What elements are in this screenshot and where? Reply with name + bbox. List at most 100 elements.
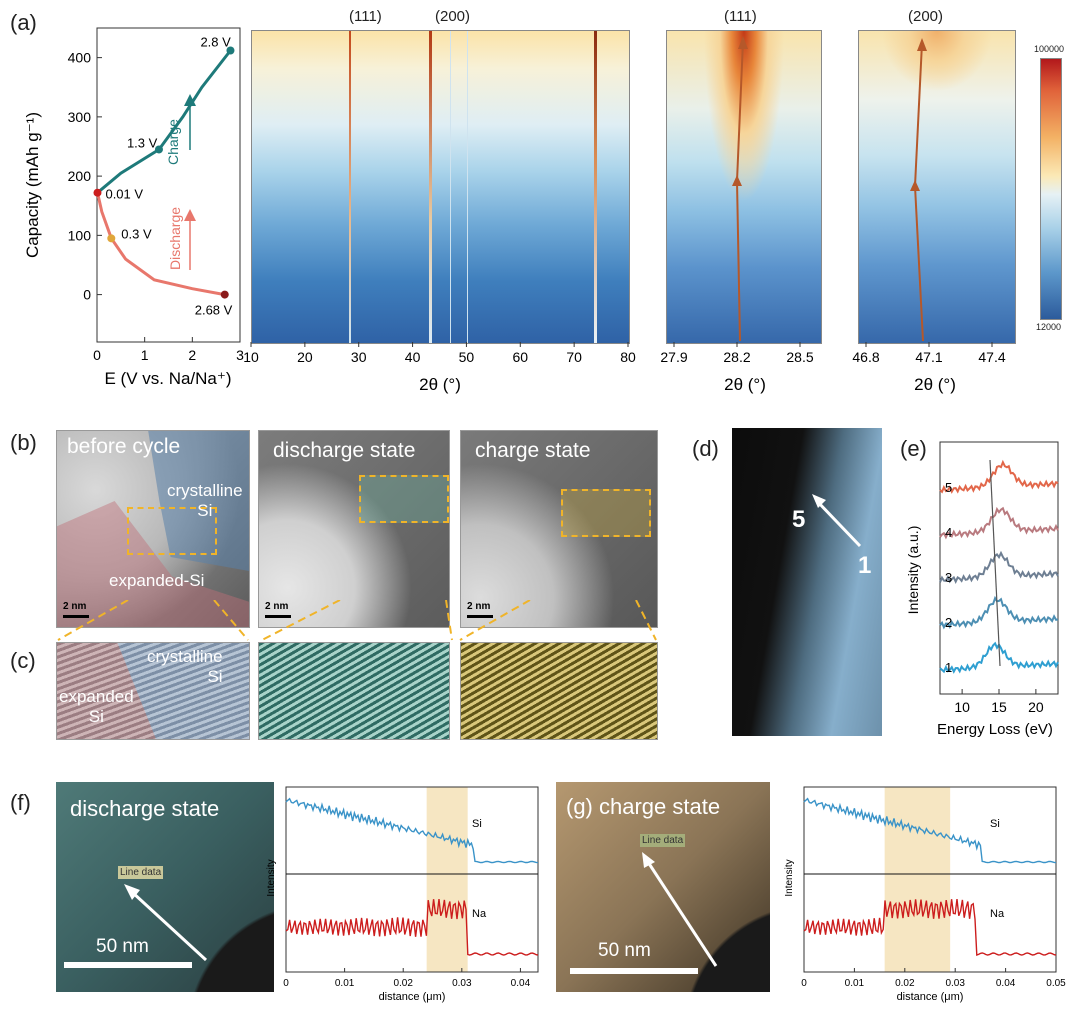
plot-frame [96,27,241,343]
zoom-title-200: (200) [908,8,944,25]
linescan-charge-chart: Si Na 0 0.01 0.02 0.03 0.04 0.05 distance (μm) In… [784,786,1066,1003]
scan-end-label: 1 [858,552,872,579]
tick-label: 0.05 [1046,978,1066,989]
y-tick-label: 100 [68,227,92,243]
hrtem-discharge: discharge state 2 nm [258,430,450,628]
scan-start-label: 5 [792,506,806,533]
linescan-discharge-chart: Si Na 0 0.01 0.02 0.03 0.04 distance (μm) Intens… [266,786,539,1003]
tick-label: 70 [566,349,582,365]
y-axis-label: Intensity [266,859,277,896]
capacity-marker-label: 0.3 V [121,226,152,241]
y-axis-label: Intensity [784,859,795,896]
tick-label: 0.04 [996,978,1016,989]
fft-discharge [258,642,450,740]
zoom-200-x-label: 2θ (°) [914,375,956,394]
na-profile [285,899,539,956]
highlight-region [426,787,468,972]
eels-series-label: 5 [945,480,952,495]
eels-series-label: 2 [945,615,952,630]
eels-spectrum [939,459,1059,494]
peak-line-200 [429,31,432,343]
tick-label: 0 [283,978,289,989]
eels-spectrum [939,595,1059,630]
x-tick-label: 1 [141,347,149,363]
discharge-state-title: discharge state [273,439,416,462]
discharge-curve [96,192,225,297]
before-cycle-title: before cycle [67,435,181,458]
tick-label: 28.2 [723,349,750,365]
x-axis-label: distance (μm) [897,991,964,1003]
scale-bar-b2: 2 nm [265,601,289,612]
tick-label: 15 [991,699,1007,715]
xrd-zoom-200-heatmap [858,30,1016,344]
capacity-marker [93,188,102,197]
capacity-marker-label: 0.01 V [105,187,143,202]
eels-y-label: Intensity (a.u.) [905,526,921,615]
si-label: Si [990,818,1000,830]
capacity-marker [154,145,163,154]
scale-bar-g: 50 nm [598,940,651,961]
haadf-image: 5 1 [732,428,882,736]
eels-x-label: Energy Loss (eV) [937,721,1053,738]
peak-line-74 [594,31,597,343]
tick-label: 0.03 [452,978,472,989]
xrd-zoom-111-heatmap [666,30,822,344]
discharge-annotation: Discharge [167,207,183,270]
capacity-voltage-chart: 0 1 2 3 0 100 200 300 400 2.8 V 1.3 V 0.01 V 0.3 V 2… [23,27,244,388]
capacity-marker-label: 1.3 V [127,135,158,150]
eels-spectrum [939,550,1059,584]
eels-chart: 5 4 3 2 1 10 15 20 Intensity (a.u.) Energy Los… [905,441,1059,738]
peak-line-111 [349,31,351,343]
zoom-title-111: (111) [724,8,757,25]
si-profile [803,797,1057,864]
tick-label: 0 [801,978,807,989]
colorbar-min: 12000 [1036,322,1062,332]
fft-crystalline-label: crystalline Si [147,647,223,686]
capacity-marker [107,234,116,243]
tick-label: 30 [351,349,367,365]
peak-label-200: (200) [435,8,471,25]
peak-label-111: (111) [349,8,382,25]
tick-label: 0.01 [845,978,865,989]
charge-state-title: charge state [475,439,591,462]
tick-label: 80 [620,349,636,365]
capacity-marker-label: 2.8 V [200,35,231,50]
hrtem-charge: charge state 2 nm [460,430,658,628]
y-tick-label: 300 [68,109,92,125]
panel-label-b: (b) [10,430,37,455]
x-tick-label: 3 [236,347,244,363]
tick-label: 20 [1028,699,1044,715]
fft-before: expanded Si crystalline Si [56,642,250,740]
tick-label: 20 [297,349,313,365]
xrd-x-axis: 10 20 30 40 50 60 70 80 2θ (°) [243,342,636,394]
zoom-111-x-label: 2θ (°) [724,375,766,394]
panel-label-e: (e) [900,436,927,461]
na-profile [803,899,1057,956]
xrd-x-label: 2θ (°) [419,375,461,394]
na-label: Na [990,908,1005,920]
stem-discharge-title: discharge state [70,796,220,821]
hrtem-before-cycle: before cycle crystalline Si expanded-Si … [56,430,250,628]
crystalline-si-label: crystalline Si [167,481,243,520]
eels-series-label: 4 [945,525,952,540]
fft-expanded-label: expanded Si [59,687,134,726]
tick-label: 46.8 [852,349,879,365]
x-axis-label: E (V vs. Na/Na⁺) [104,369,231,388]
capacity-marker [220,290,229,299]
tick-label: 0.03 [945,978,965,989]
tick-label: 27.9 [660,349,687,365]
peak-guide [989,459,1001,667]
tick-label: 47.4 [978,349,1005,365]
y-tick-label: 400 [68,50,92,66]
eels-spectrum [939,506,1059,540]
stem-charge-title: (g) charge state [566,794,721,819]
panel-label-a: (a) [10,10,37,35]
capacity-marker-label: 2.68 V [195,303,233,318]
scale-bar-b1: 2 nm [63,601,87,612]
panel-label-c: (c) [10,648,36,673]
eels-series-label: 3 [945,570,952,585]
na-label: Na [472,908,487,920]
tick-label: 47.1 [915,349,942,365]
y-tick-label: 200 [68,168,92,184]
charge-annotation: Charge [165,119,181,165]
